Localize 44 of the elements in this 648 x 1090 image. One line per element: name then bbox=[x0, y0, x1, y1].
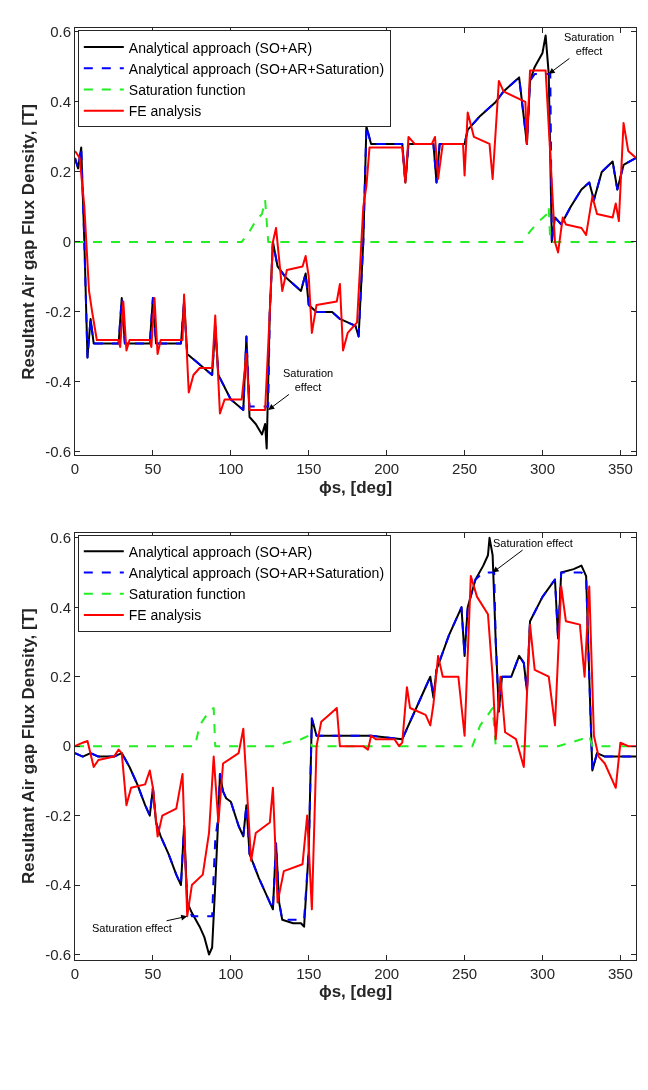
y-tick-label: -0.4 bbox=[45, 876, 71, 894]
legend-label: FE analysis bbox=[128, 607, 202, 624]
x-tick-label: 150 bbox=[296, 460, 322, 478]
y-tick-label: 0.2 bbox=[50, 667, 71, 685]
x-tick-label: 350 bbox=[607, 964, 633, 982]
x-tick-label: 300 bbox=[529, 460, 556, 478]
legend-label: Saturation function bbox=[128, 586, 246, 603]
y-tick-label: -0.2 bbox=[45, 806, 71, 824]
x-tick-label: 350 bbox=[607, 460, 633, 478]
legend-label: FE analysis bbox=[128, 103, 202, 120]
x-tick-label: 50 bbox=[144, 460, 162, 478]
x-tick-label: 200 bbox=[374, 460, 400, 478]
x-axis-title: ϕs, [deg] bbox=[318, 477, 393, 497]
y-tick-label: -0.6 bbox=[45, 443, 71, 461]
y-tick-label: -0.2 bbox=[45, 303, 71, 321]
x-tick-label: 250 bbox=[452, 460, 478, 478]
annotation: Saturation effect bbox=[283, 367, 334, 394]
x-axis-title: ϕs, [deg] bbox=[318, 982, 393, 1002]
x-tick-label: 150 bbox=[296, 964, 322, 982]
x-tick-label: 200 bbox=[374, 964, 400, 982]
y-tick-label: 0 bbox=[62, 233, 71, 251]
legend-label: Analytical approach (SO+AR) bbox=[128, 543, 313, 560]
y-tick-label: -0.6 bbox=[45, 945, 71, 963]
x-tick-label: 100 bbox=[218, 964, 244, 982]
y-tick-label: -0.4 bbox=[45, 373, 71, 391]
x-tick-label: 250 bbox=[452, 964, 478, 982]
legend-label: Analytical approach (SO+AR+Saturation) bbox=[128, 564, 385, 581]
legend-label: Analytical approach (SO+AR+Saturation) bbox=[128, 60, 385, 77]
legend-label: Saturation function bbox=[128, 81, 246, 98]
y-tick-label: 0.6 bbox=[50, 23, 71, 41]
annotation: Saturation effect bbox=[493, 537, 573, 549]
annotation: Saturation effect bbox=[92, 922, 172, 934]
y-axis-title: Resultant Air gap Flux Density, [T] bbox=[18, 608, 38, 885]
y-tick-label: 0.4 bbox=[50, 598, 71, 616]
x-tick-label: 100 bbox=[218, 460, 244, 478]
y-tick-label: 0.6 bbox=[50, 529, 71, 547]
y-tick-label: 0.4 bbox=[50, 93, 71, 111]
annotation: Saturation effect bbox=[564, 31, 615, 58]
y-tick-label: 0 bbox=[62, 737, 71, 755]
x-tick-label: 50 bbox=[144, 964, 162, 982]
y-tick-label: 0.2 bbox=[50, 163, 71, 181]
y-axis-title: Resultant Air gap Flux Density, [T] bbox=[18, 104, 38, 380]
x-tick-label: 300 bbox=[529, 964, 556, 982]
legend-label: Analytical approach (SO+AR) bbox=[128, 39, 313, 56]
